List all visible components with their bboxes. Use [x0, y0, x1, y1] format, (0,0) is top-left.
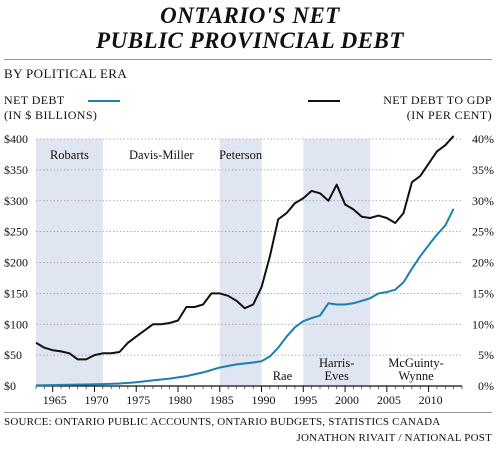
y-left-tick-6: $300 — [4, 194, 28, 208]
era-label-3-0: Rae — [273, 369, 293, 383]
x-tick-0: 1965 — [43, 393, 67, 407]
x-tick-3: 1980 — [168, 393, 192, 407]
y-left-tick-1: $50 — [4, 348, 22, 362]
x-tick-8: 2005 — [377, 393, 401, 407]
y-right-tick-5: 25% — [472, 225, 494, 239]
y-right-tick-6: 30% — [472, 194, 494, 208]
title-divider — [4, 59, 492, 60]
y-left-tick-5: $250 — [4, 225, 28, 239]
legend-net-debt-label: NET DEBT — [4, 93, 65, 107]
y-left-tick-7: $350 — [4, 163, 28, 177]
era-band-2 — [219, 139, 262, 386]
legend-debt-to-gdp-unit: (IN PER CENT) — [406, 108, 492, 122]
author-credit: JONATHON RIVAIT / NATIONAL POST — [296, 432, 492, 444]
y-right-tick-2: 10% — [472, 317, 494, 331]
y-right-tick-1: 5% — [478, 348, 494, 362]
y-left-tick-3: $150 — [4, 286, 28, 300]
era-label-5-0: McGuinty- — [388, 356, 444, 370]
legend-net-debt-swatch — [88, 100, 120, 102]
legend-debt-to-gdp-swatch — [308, 100, 340, 102]
era-label-4-0: Harris- — [319, 356, 354, 370]
x-tick-9: 2010 — [419, 393, 443, 407]
y-left-tick-2: $100 — [4, 317, 28, 331]
era-label-5-1: Wynne — [398, 369, 434, 383]
x-tick-4: 1985 — [210, 393, 234, 407]
legend-net-debt-unit: (IN $ BILLIONS) — [4, 108, 98, 122]
chart-title-line-1: ONTARIO'S NET — [160, 3, 340, 28]
y-left-tick-0: $0 — [4, 379, 16, 393]
x-tick-2: 1975 — [126, 393, 150, 407]
x-tick-7: 2000 — [335, 393, 359, 407]
source-divider — [4, 412, 492, 413]
y-right-tick-0: 0% — [478, 379, 494, 393]
x-tick-1: 1970 — [84, 393, 108, 407]
y-right-tick-3: 15% — [472, 286, 494, 300]
y-left-tick-4: $200 — [4, 256, 28, 270]
y-right-tick-8: 40% — [472, 132, 494, 146]
source-credit: SOURCE: ONTARIO PUBLIC ACCOUNTS, ONTARIO… — [4, 416, 441, 428]
x-tick-6: 1995 — [293, 393, 317, 407]
y-right-tick-4: 20% — [472, 256, 494, 270]
y-left-tick-8: $400 — [4, 132, 28, 146]
debt-to-gdp-line — [35, 135, 455, 361]
era-label-2-0: Peterson — [219, 148, 263, 162]
net-debt-line — [35, 208, 455, 387]
era-label-4-1: Eves — [325, 369, 349, 383]
chart-subtitle: BY POLITICAL ERA — [4, 66, 128, 81]
chart-title-line-2: PUBLIC PROVINCIAL DEBT — [96, 28, 404, 53]
era-label-1-0: Davis-Miller — [129, 148, 194, 162]
x-tick-5: 1990 — [252, 393, 276, 407]
y-right-tick-7: 35% — [472, 163, 494, 177]
legend-debt-to-gdp-label: NET DEBT TO GDP — [383, 93, 492, 107]
era-label-0-0: Robarts — [50, 148, 89, 162]
